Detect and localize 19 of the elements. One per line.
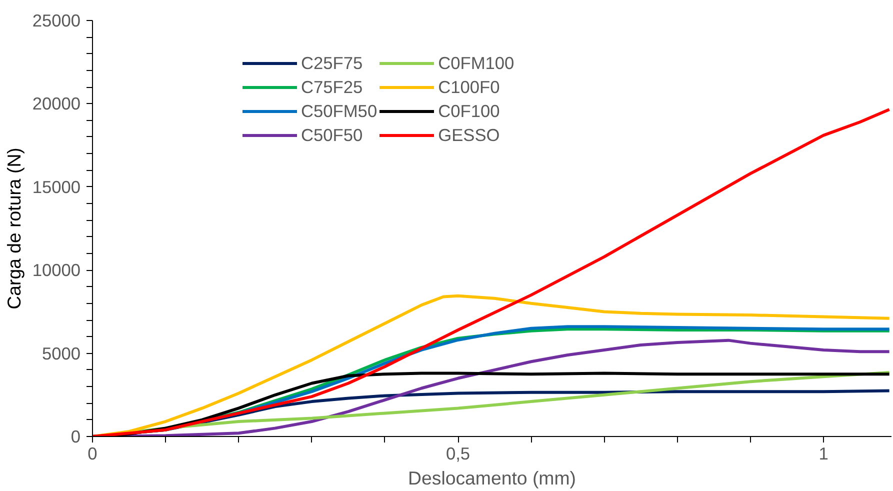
legend-label: C50FM50	[301, 100, 378, 122]
legend-label: C75F25	[301, 76, 363, 98]
legend-label: C0F100	[438, 100, 500, 122]
legend-label: GESSO	[438, 124, 500, 146]
legend-label: C0FM100	[438, 52, 514, 74]
x-axis-title: Deslocamento (mm)	[408, 468, 576, 488]
y-tick-label: 5000	[42, 343, 81, 364]
y-tick-label: 10000	[32, 260, 80, 280]
legend-label: C50F50	[301, 124, 363, 146]
y-tick-label: 25000	[32, 10, 80, 30]
legend-label: C25F75	[301, 52, 363, 74]
y-tick-label: 0	[70, 426, 81, 446]
y-tick-label: 15000	[32, 176, 80, 197]
y-axis-title: Carga de rotura (N)	[3, 148, 24, 310]
y-tick-label: 20000	[32, 94, 80, 114]
x-tick-label: 0,5	[446, 444, 470, 464]
x-tick-label: 0	[88, 444, 98, 464]
x-tick-label: 1	[818, 444, 828, 464]
legend-label: C100F0	[438, 76, 500, 98]
